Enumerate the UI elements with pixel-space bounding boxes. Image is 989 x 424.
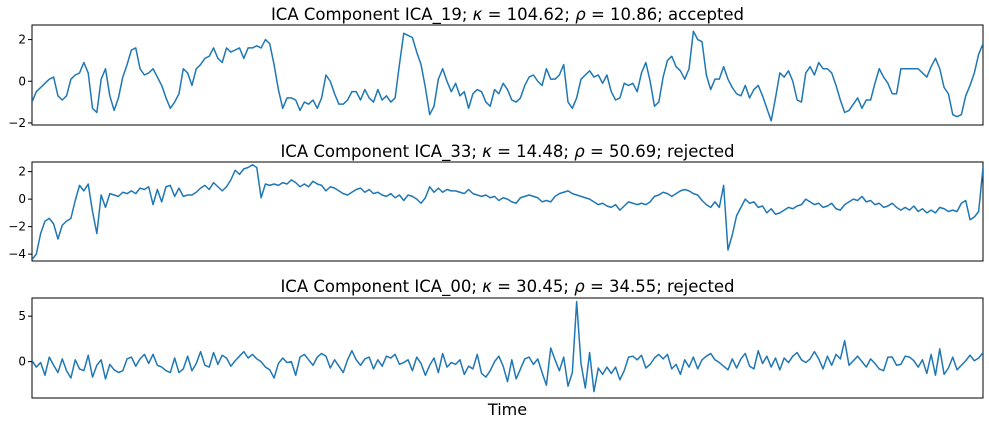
panel-2: ICA Component ICA_33; κ = 14.48; ρ = 50.… (8, 142, 984, 262)
title-part: = 14.48; (492, 142, 574, 161)
y-tick-label: −2 (8, 116, 26, 130)
panel-1: ICA Component ICA_19; κ = 104.62; ρ = 10… (8, 5, 984, 130)
panel-title: ICA Component ICA_19; κ = 104.62; ρ = 10… (271, 5, 744, 25)
title-part: = 50.69; rejected (585, 142, 735, 161)
axes-frame (31, 24, 984, 126)
title-part: ICA Component ICA_00; (280, 277, 482, 297)
title-part: = 34.55; rejected (585, 277, 735, 296)
series-line (32, 300, 983, 393)
y-tick-label: 0 (18, 192, 26, 206)
x-axis-label: Time (487, 400, 527, 419)
y-tick-label: 2 (18, 165, 26, 179)
series-line (32, 30, 983, 122)
y-tick-label: 0 (18, 355, 26, 369)
y-tick-label: −4 (8, 247, 26, 261)
axes-frame (31, 161, 984, 262)
title-part: = 30.45; (492, 277, 574, 296)
series-line (32, 164, 983, 261)
y-tick-label: −2 (8, 220, 26, 234)
title-part: κ (473, 5, 483, 24)
y-tick-label: 0 (18, 74, 26, 88)
title-part: ρ (575, 5, 586, 24)
panel-title: ICA Component ICA_33; κ = 14.48; ρ = 50.… (280, 142, 734, 162)
title-part: ICA Component ICA_33; (280, 142, 482, 162)
y-tick-label: 2 (18, 33, 26, 47)
panel-3: ICA Component ICA_00; κ = 30.45; ρ = 34.… (18, 277, 984, 419)
title-part: κ (482, 142, 492, 161)
title-part: κ (482, 277, 492, 296)
title-part: ICA Component ICA_19; (271, 5, 473, 25)
title-part: ρ (574, 277, 585, 296)
title-part: = 104.62; (482, 5, 575, 24)
title-part: = 10.86; accepted (586, 5, 744, 24)
y-tick-label: 5 (18, 309, 26, 323)
title-part: ρ (574, 142, 585, 161)
panel-title: ICA Component ICA_00; κ = 30.45; ρ = 34.… (280, 277, 734, 297)
axes-frame (31, 297, 984, 399)
